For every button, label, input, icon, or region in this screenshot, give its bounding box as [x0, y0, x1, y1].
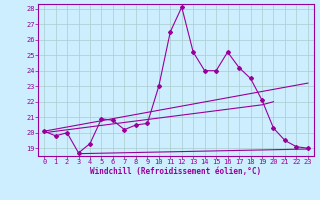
X-axis label: Windchill (Refroidissement éolien,°C): Windchill (Refroidissement éolien,°C): [91, 167, 261, 176]
